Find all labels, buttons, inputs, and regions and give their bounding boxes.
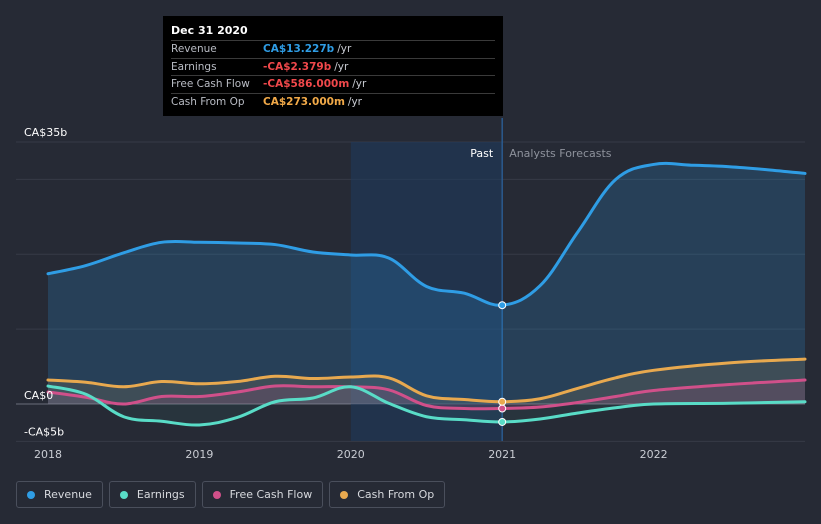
x-tick-label: 2021 [488,448,516,461]
tooltip-label: Free Cash Flow [171,78,250,90]
legend-item-revenue[interactable]: Revenue [16,481,103,508]
legend-item-free-cash-flow[interactable]: Free Cash Flow [201,481,324,508]
y-tick-label: -CA$5b [24,425,64,438]
legend-label: Cash From Op [357,488,435,501]
legend-item-cash-from-op[interactable]: Cash From Op [329,481,446,508]
legend-dot-icon [212,490,221,499]
series-line-earnings [46,384,807,427]
series-line-revenue [46,161,807,307]
series-lines [46,161,807,427]
forecast-label: Analysts Forecasts [509,147,612,160]
tooltip-label: Earnings [171,60,217,73]
legend-item-earnings[interactable]: Earnings [108,481,196,508]
highlight-points [498,301,507,426]
tooltip-value: -CA$586.000m [263,78,350,90]
y-tick-label: CA$0 [24,389,53,402]
highlight-point-revenue [498,301,507,310]
tooltip-label: Cash From Op [171,95,245,108]
y-tick-label: CA$35b [24,126,67,139]
legend-dot-icon [340,490,349,499]
tooltip-unit: /yr [347,95,362,108]
highlight-point-earnings [498,417,507,426]
tooltip: Dec 31 2020 Revenue CA$13.227b /yr Earni… [163,16,503,116]
highlight-point-cash-from-op [498,397,507,406]
highlight-point-free-cash-flow [498,404,507,413]
series-line-cash-from-op [46,357,807,404]
past-region-band [350,142,503,441]
legend-label: Free Cash Flow [229,488,313,501]
series-area-revenue [48,163,805,404]
tooltip-value: CA$273.000m [263,95,345,108]
tooltip-label: Revenue [171,43,217,55]
tooltip-unit: /yr [337,43,352,55]
tooltip-row-cash-from-op: Cash From Op CA$273.000m /yr [171,92,495,111]
tooltip-date: Dec 31 2020 [171,24,248,37]
tooltip-unit: /yr [352,78,367,90]
tooltip-row-earnings: Earnings -CA$2.379b /yr [171,57,495,76]
legend-label: Revenue [44,488,92,501]
series-area-free-cash-flow [48,380,805,409]
legend-label: Earnings [136,488,185,501]
y-axis-labels: CA$35b CA$0 -CA$5b [24,126,67,438]
legend-dot-icon [119,490,128,499]
x-tick-label: 2019 [185,448,213,461]
x-tick-label: 2022 [640,448,668,461]
x-tick-label: 2018 [34,448,62,461]
x-tick-label: 2020 [337,448,365,461]
tooltip-unit: /yr [334,60,349,73]
tooltip-row-revenue: Revenue CA$13.227b /yr [171,40,495,58]
legend: Revenue Earnings Free Cash Flow Cash Fro… [16,481,446,508]
series-line-free-cash-flow [46,378,807,411]
tooltip-value: -CA$2.379b [263,60,332,73]
tooltip-value: CA$13.227b [263,43,335,55]
x-axis-labels: 2018 2019 2020 2021 2022 [34,448,668,461]
tooltip-row-free-cash-flow: Free Cash Flow -CA$586.000m /yr [171,75,495,93]
past-label: Past [470,147,494,160]
legend-dot-icon [27,490,35,499]
